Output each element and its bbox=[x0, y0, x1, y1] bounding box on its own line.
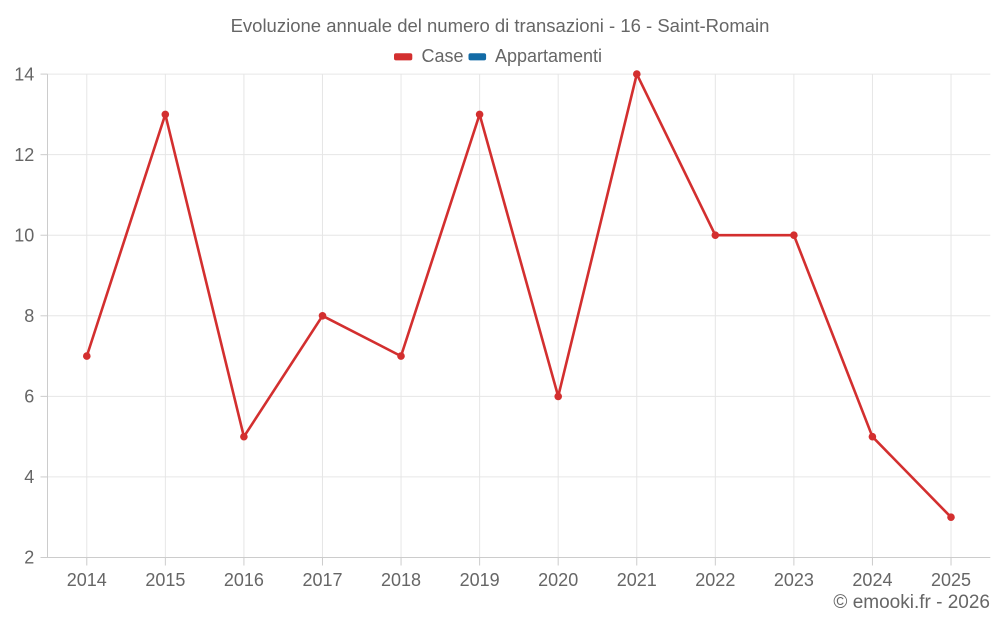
svg-text:2: 2 bbox=[24, 548, 34, 568]
svg-text:2017: 2017 bbox=[302, 570, 342, 590]
svg-text:© emooki.fr - 2026: © emooki.fr - 2026 bbox=[833, 592, 990, 613]
svg-text:2016: 2016 bbox=[224, 570, 264, 590]
svg-text:2020: 2020 bbox=[538, 570, 578, 590]
svg-text:2025: 2025 bbox=[931, 570, 971, 590]
svg-text:2019: 2019 bbox=[460, 570, 500, 590]
svg-text:4: 4 bbox=[24, 467, 34, 487]
svg-text:2023: 2023 bbox=[774, 570, 814, 590]
svg-text:Appartamenti: Appartamenti bbox=[495, 46, 602, 66]
svg-text:2022: 2022 bbox=[695, 570, 735, 590]
svg-text:Evoluzione annuale del numero: Evoluzione annuale del numero di transaz… bbox=[231, 15, 770, 36]
svg-text:Case: Case bbox=[422, 46, 464, 66]
svg-text:12: 12 bbox=[14, 145, 34, 165]
svg-text:2014: 2014 bbox=[67, 570, 107, 590]
svg-text:10: 10 bbox=[14, 225, 34, 245]
svg-text:8: 8 bbox=[24, 306, 34, 326]
svg-text:2024: 2024 bbox=[852, 570, 892, 590]
svg-text:14: 14 bbox=[14, 64, 34, 84]
svg-text:2021: 2021 bbox=[617, 570, 657, 590]
svg-text:2018: 2018 bbox=[381, 570, 421, 590]
svg-text:2015: 2015 bbox=[145, 570, 185, 590]
svg-text:6: 6 bbox=[24, 387, 34, 407]
